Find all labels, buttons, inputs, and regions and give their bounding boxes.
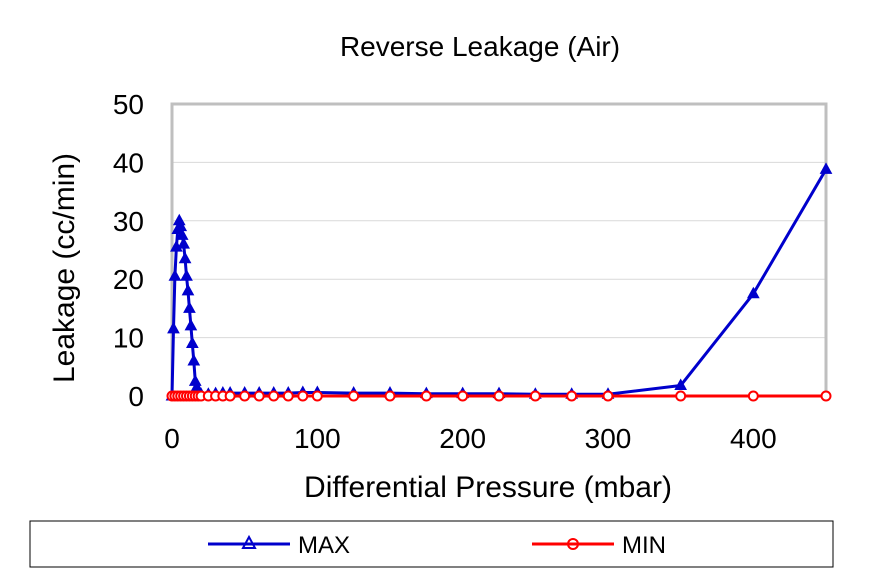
data-point: [183, 301, 196, 313]
data-point: [178, 251, 192, 264]
legend-min-label: MIN: [622, 532, 666, 559]
y-tick-label: 40: [113, 147, 144, 178]
legend-max-label: MAX: [298, 532, 350, 559]
data-point: [180, 269, 193, 281]
data-point: [457, 390, 469, 402]
x-tick-label: 400: [730, 423, 777, 454]
y-axis-label: Leakage (cc/min): [48, 153, 81, 383]
data-point: [746, 286, 760, 299]
x-tick-label: 100: [294, 423, 341, 454]
x-tick-label: 200: [439, 423, 486, 454]
series-min: [166, 390, 832, 402]
data-point: [529, 390, 541, 402]
data-point: [311, 390, 323, 402]
data-point: [384, 390, 396, 402]
data-point: [186, 336, 199, 348]
x-tick-label: 0: [164, 423, 180, 454]
data-point: [174, 219, 188, 232]
data-point: [184, 318, 198, 331]
y-tick-label: 30: [113, 206, 144, 237]
chart-title: Reverse Leakage (Air): [340, 31, 620, 62]
series-layer: [165, 162, 833, 402]
data-point: [187, 353, 201, 366]
data-point: [820, 390, 832, 402]
legend-min-marker: [567, 538, 579, 550]
legend-box: [29, 520, 834, 568]
data-point: [181, 283, 195, 296]
data-point: [566, 390, 578, 402]
data-point: [348, 390, 360, 402]
plot-area: [170, 102, 828, 398]
data-point: [167, 321, 180, 334]
data-point: [674, 378, 688, 390]
series-max: [165, 162, 833, 401]
x-tick-label: 300: [585, 423, 632, 454]
y-tick-label: 0: [128, 381, 144, 412]
data-point: [168, 269, 182, 281]
gridlines: [172, 161, 826, 339]
data-point: [239, 390, 251, 402]
data-point: [675, 390, 687, 402]
data-point: [819, 162, 833, 174]
data-point: [268, 390, 280, 402]
y-tick-label: 50: [113, 89, 144, 120]
legend: MAX MIN: [29, 520, 834, 568]
y-tick-label: 10: [113, 323, 144, 354]
data-point: [747, 390, 759, 402]
data-point: [282, 390, 294, 402]
data-point: [297, 390, 309, 402]
series-max-line: [170, 168, 828, 397]
x-axis-ticks: 0 100 200 300 400: [164, 423, 776, 454]
y-axis-ticks: 0 10 20 30 40 50: [113, 89, 144, 412]
data-point: [602, 390, 614, 402]
x-axis-label: Differential Pressure (mbar): [304, 471, 672, 504]
y-tick-label: 20: [113, 264, 144, 295]
data-point: [224, 390, 236, 402]
data-point: [253, 390, 265, 402]
data-point: [493, 390, 505, 402]
legend-max-marker: [241, 534, 257, 549]
data-point: [420, 390, 432, 402]
data-point: [175, 228, 189, 240]
data-point: [177, 237, 190, 249]
